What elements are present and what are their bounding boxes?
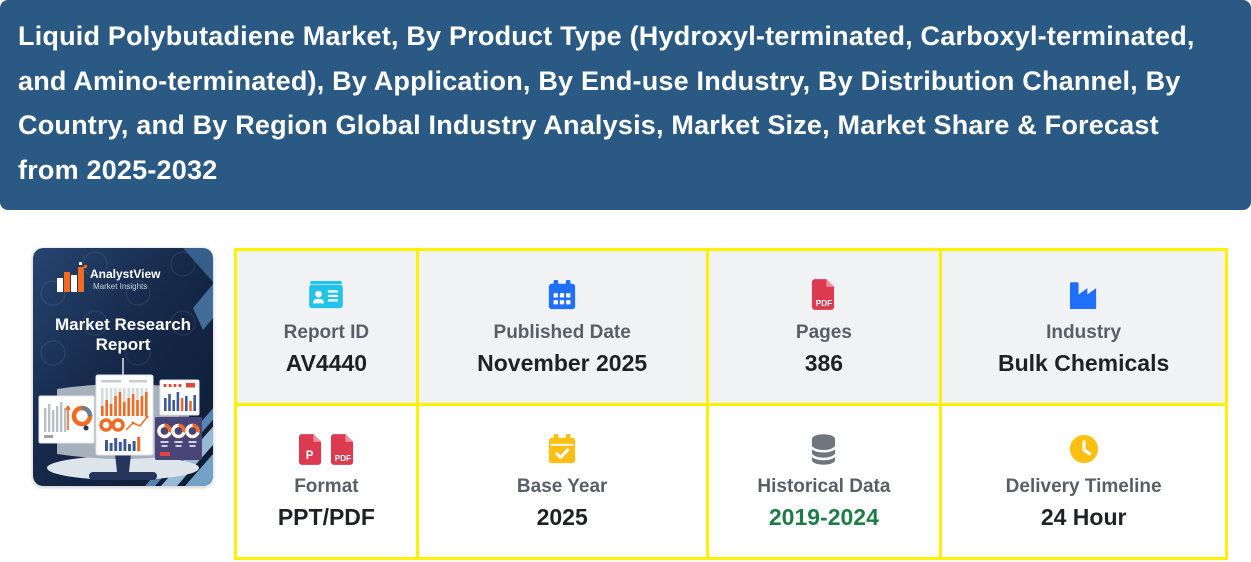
chart-card-purple [155,417,202,460]
id-card-icon [308,277,344,313]
info-card-label: Base Year [516,476,608,498]
info-card-label: Historical Data [757,476,891,498]
info-card-label: Format [294,476,359,498]
analystview-logo: AnalystView Market Insights [57,262,161,292]
info-card-value: PPT/PDF [277,504,375,531]
ppt-file-icon: P [298,433,321,465]
ppt-pdf-file-icons: P PDF [298,431,355,467]
pdf-file-icon: PDF [811,277,836,313]
info-card-value: Bulk Chemicals [997,349,1170,376]
report-summary-section: AnalystView Market Insights Market Resea… [0,210,1251,560]
info-card-published-date: Published Date November 2025 [418,251,706,403]
calendar-check-icon [547,431,577,467]
svg-text:PDF: PDF [816,299,832,308]
info-card-report-id: Report ID AV4440 [237,251,416,403]
info-card-industry: Industry Bulk Chemicals [942,251,1225,403]
clock-icon [1069,431,1099,467]
info-card-pages: PDF Pages 386 [708,251,940,403]
info-card-base-year: Base Year 2025 [418,405,706,557]
brand-name: AnalystView [90,267,161,281]
info-card-label: Published Date [493,321,631,343]
info-card-label: Pages [795,321,852,343]
factory-icon [1068,277,1100,313]
info-card-value: 386 [804,349,844,376]
calendar-icon [547,277,577,313]
chart-card-center [95,374,154,456]
background-pattern [40,251,196,366]
info-card-format: P PDF Format PPT/PDF [237,405,416,557]
info-card-value: November 2025 [477,349,648,376]
pdf-file-icon: PDF [330,433,353,465]
report-cover-thumbnail: AnalystView Market Insights Market Resea… [33,248,213,486]
cover-title-line1: Market Research [55,315,191,334]
svg-text:P: P [306,450,314,462]
info-card-value: 2019-2024 [768,504,879,531]
info-card-value: 24 Hour [1040,504,1127,531]
database-icon [810,431,837,467]
svg-text:PDF: PDF [335,454,351,463]
info-card-label: Delivery Timeline [1005,476,1162,498]
info-card-label: Report ID [283,321,370,343]
info-card-value: AV4440 [285,349,368,376]
info-card-delivery-timeline: Delivery Timeline 24 Hour [942,405,1225,557]
info-card-value: 2025 [536,504,588,531]
page-title: Liquid Polybutadiene Market, By Product … [18,21,1195,185]
report-info-grid: Report ID AV4440 [234,248,1228,560]
chart-card-left [38,395,95,444]
report-title-banner: Liquid Polybutadiene Market, By Product … [0,0,1251,210]
report-cover-illustration: AnalystView Market Insights Market Resea… [33,248,213,486]
info-card-label: Industry [1046,321,1122,343]
brand-tagline: Market Insights [93,282,147,291]
cover-title-line2: Report [96,335,151,354]
chart-card-top-right [159,379,200,416]
info-card-historical-data: Historical Data 2019-2024 [708,405,940,557]
